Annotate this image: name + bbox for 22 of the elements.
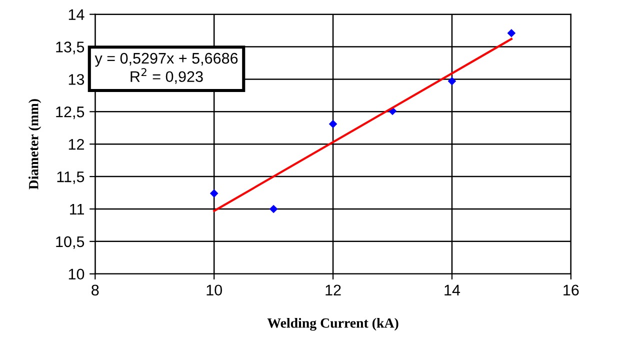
y-axis-title: Diameter (mm) — [28, 99, 42, 190]
x-tick-label: 8 — [92, 284, 99, 296]
y-tick-label: 10,5 — [56, 236, 84, 249]
point — [210, 189, 218, 198]
x-tick-label: 14 — [444, 284, 460, 296]
x-tick-label: 12 — [326, 284, 341, 296]
y-tick-label: 13 — [68, 74, 84, 85]
annotation: y = 0,5297x + 5,6686 R$^{2}$ = 0,923 — [94, 52, 238, 84]
y-tick-label: 10 — [68, 268, 84, 280]
y-tick-label: 14 — [68, 9, 84, 20]
y-tick-label: 11,5 — [57, 172, 84, 184]
x-tick-label: 16 — [564, 284, 579, 296]
x-axis-title: Welding Current (kA) — [267, 318, 398, 331]
point — [269, 204, 278, 214]
y-tick-label: 12 — [68, 138, 84, 150]
y-tick-label: 11 — [70, 204, 84, 215]
y-tick-label: 13,5 — [56, 42, 84, 54]
x-tick-label: 10 — [206, 284, 222, 296]
point — [328, 120, 338, 128]
point — [448, 76, 456, 86]
point — [507, 28, 516, 38]
y-tick-label: 12,5 — [56, 106, 84, 120]
